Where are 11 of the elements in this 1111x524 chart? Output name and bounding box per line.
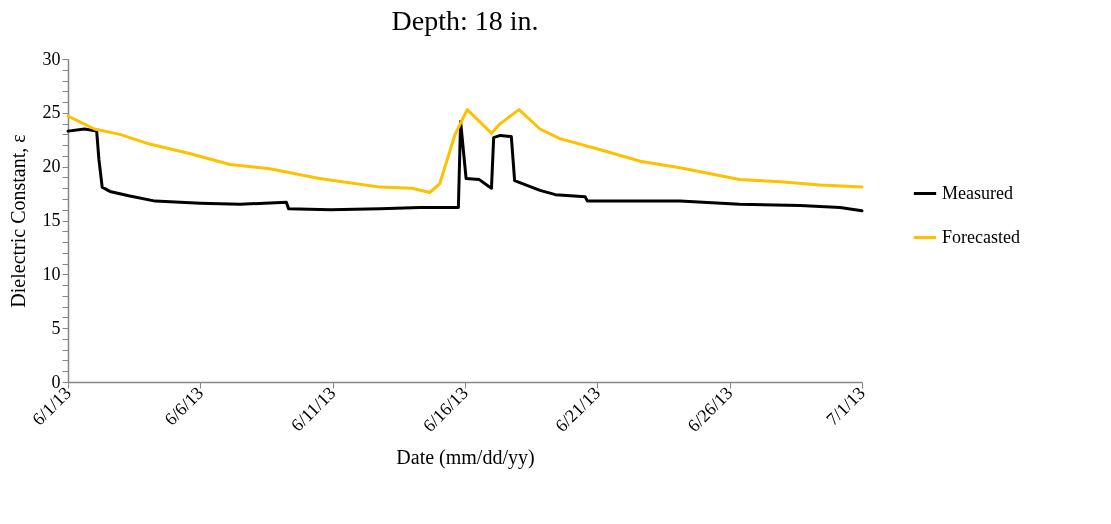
y-tick-label: 20 [42, 156, 61, 177]
x-axis-title: Date (mm/dd/yy) [396, 445, 535, 469]
y-tick-label: 30 [42, 48, 61, 69]
y-axis-title: Dielectric Constant, ε [6, 134, 29, 308]
y-tick-label: 25 [42, 102, 61, 123]
y-tick-label: 15 [42, 210, 61, 230]
y-tick-label: 10 [42, 263, 61, 284]
y-tick-label: 5 [51, 317, 61, 338]
chart-title: Depth: 18 in. [391, 5, 539, 36]
legend-label: Measured [942, 182, 1013, 203]
legend-label: Forecasted [942, 226, 1020, 247]
